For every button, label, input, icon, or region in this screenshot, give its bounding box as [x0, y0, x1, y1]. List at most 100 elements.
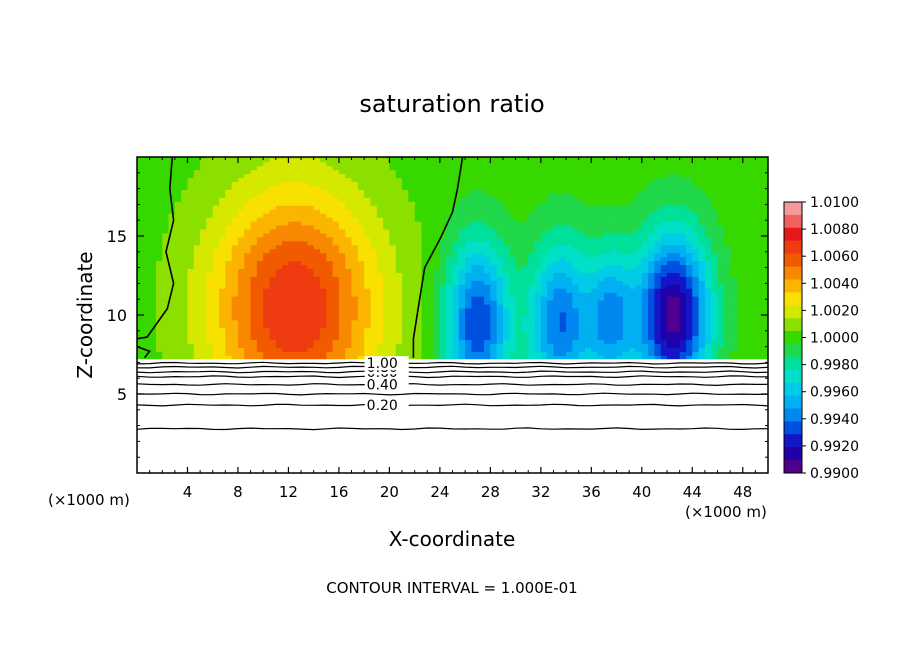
heatmap-cell — [212, 244, 220, 250]
heatmap-cell — [389, 185, 397, 190]
heatmap-cell — [654, 236, 662, 242]
heatmap-cell — [193, 327, 201, 333]
heatmap-cell — [635, 197, 643, 202]
heatmap-cell — [376, 296, 384, 301]
heatmap-cell — [395, 240, 403, 246]
heatmap-cell — [237, 185, 245, 190]
heatmap-cell — [231, 205, 239, 210]
heatmap-cell — [648, 260, 656, 266]
heatmap-cell — [704, 236, 712, 242]
heatmap-cell — [698, 331, 706, 337]
heatmap-cell — [654, 303, 662, 309]
heatmap-cell — [521, 315, 529, 321]
heatmap-cell — [357, 303, 365, 309]
heatmap-cell — [685, 339, 693, 345]
heatmap-cell — [219, 173, 226, 179]
heatmap-cell — [591, 201, 599, 206]
heatmap-cell — [263, 292, 271, 297]
heatmap-cell — [553, 197, 561, 202]
heatmap-cell — [155, 315, 163, 321]
heatmap-cell — [660, 193, 668, 198]
heatmap-cell — [288, 201, 296, 206]
heatmap-cell — [402, 284, 409, 289]
heatmap-cell — [244, 157, 252, 163]
heatmap-cell — [187, 319, 195, 325]
heatmap-cell — [692, 299, 700, 305]
heatmap-cell — [200, 323, 208, 329]
heatmap-cell — [395, 244, 403, 250]
heatmap-cell — [269, 252, 277, 258]
heatmap-cell — [446, 244, 454, 250]
heatmap-cell — [357, 268, 365, 273]
heatmap-cell — [673, 209, 681, 214]
heatmap-cell — [465, 315, 473, 321]
heatmap-cell — [212, 315, 220, 321]
heatmap-cell — [250, 284, 258, 289]
heatmap-cell — [364, 307, 372, 313]
heatmap-cell — [610, 240, 618, 246]
heatmap-cell — [534, 264, 542, 269]
heatmap-cell — [578, 264, 586, 269]
heatmap-cell — [566, 252, 573, 258]
heatmap-cell — [307, 260, 315, 266]
heatmap-cell — [383, 264, 390, 269]
heatmap-cell — [307, 264, 315, 269]
heatmap-cell — [692, 181, 700, 187]
heatmap-cell — [629, 197, 637, 202]
heatmap-cell — [408, 220, 416, 226]
heatmap-cell — [660, 347, 668, 352]
heatmap-cell — [515, 288, 523, 293]
heatmap-cell — [704, 209, 712, 214]
heatmap-cell — [521, 220, 529, 226]
heatmap-cell — [288, 280, 296, 285]
heatmap-cell — [660, 311, 668, 317]
heatmap-cell — [648, 288, 656, 293]
heatmap-cell — [237, 315, 245, 321]
heatmap-cell — [502, 343, 510, 348]
heatmap-cell — [534, 331, 542, 337]
heatmap-cell — [572, 284, 580, 289]
heatmap-cell — [502, 244, 510, 250]
heatmap-cell — [603, 205, 611, 210]
heatmap-cell — [162, 228, 170, 234]
heatmap-cell — [591, 228, 599, 234]
heatmap-cell — [641, 280, 649, 285]
heatmap-cell — [408, 323, 416, 329]
heatmap-cell — [547, 213, 555, 218]
heatmap-cell — [326, 169, 334, 175]
heatmap-cell — [244, 284, 252, 289]
heatmap-cell — [433, 260, 441, 266]
heatmap-cell — [301, 339, 308, 345]
heatmap-cell — [471, 232, 479, 238]
heatmap-cell — [528, 209, 536, 214]
heatmap-cell — [502, 240, 510, 246]
heatmap-cell — [282, 303, 290, 309]
heatmap-cell — [477, 288, 485, 293]
heatmap-cell — [673, 236, 681, 242]
heatmap-cell — [540, 288, 548, 293]
heatmap-cell — [376, 193, 384, 198]
heatmap-cell — [244, 327, 252, 333]
heatmap-cell — [439, 335, 447, 341]
heatmap-cell — [597, 299, 605, 305]
heatmap-cell — [521, 343, 529, 348]
heatmap-cell — [162, 339, 170, 345]
heatmap-cell — [477, 284, 485, 289]
heatmap-cell — [711, 335, 719, 341]
heatmap-cell — [212, 169, 220, 175]
x-axis-ticks: 4 8 12 16 20 24 28 32 36 40 44 48 — [149, 157, 756, 501]
heatmap-cell — [187, 165, 195, 171]
heatmap-cell — [187, 355, 195, 360]
heatmap-cell — [654, 244, 662, 250]
heatmap-cell — [162, 280, 170, 285]
heatmap-cell — [452, 292, 460, 297]
heatmap-cell — [370, 169, 378, 175]
heatmap-cell — [458, 220, 466, 226]
heatmap-cell — [357, 209, 365, 214]
heatmap-cell — [452, 284, 460, 289]
heatmap-cell — [496, 311, 504, 317]
heatmap-cell — [433, 299, 441, 305]
heatmap-cell — [414, 248, 422, 254]
heatmap-cell — [389, 268, 397, 273]
heatmap-cell — [256, 224, 264, 230]
